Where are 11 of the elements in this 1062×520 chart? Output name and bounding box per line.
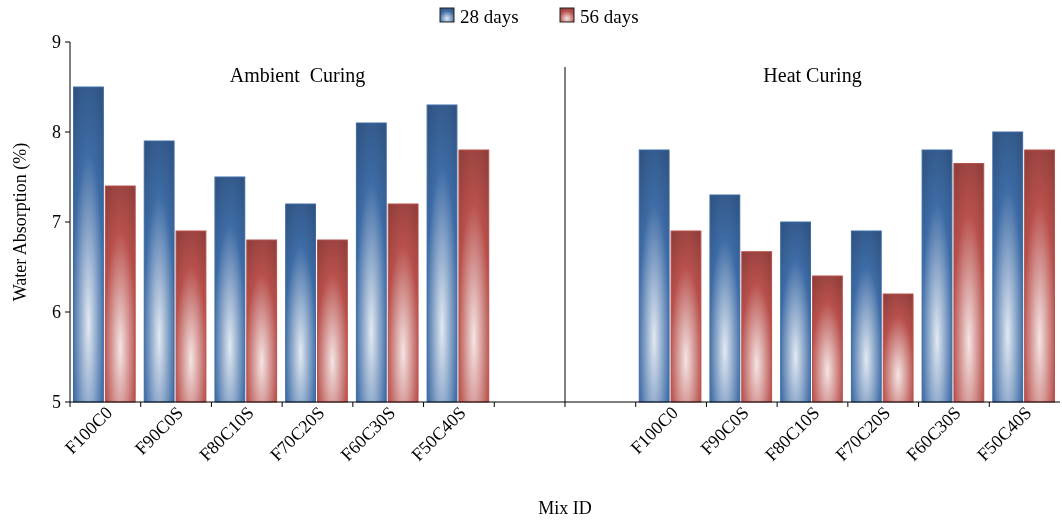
x-axis-title: Mix ID [538,498,592,518]
y-tick-label: 9 [52,32,61,53]
legend-label: 28 days [460,5,519,27]
y-tick-label: 6 [52,302,61,323]
annotation: Heat Curing [763,64,862,87]
legend-label: 56 days [580,5,639,27]
annotation: Ambient Curing [229,64,366,87]
y-tick-label: 7 [52,212,61,233]
y-tick-label: 8 [52,122,61,143]
y-axis-title: Water Absorption (%) [10,142,31,302]
y-tick-label: 5 [52,392,61,413]
